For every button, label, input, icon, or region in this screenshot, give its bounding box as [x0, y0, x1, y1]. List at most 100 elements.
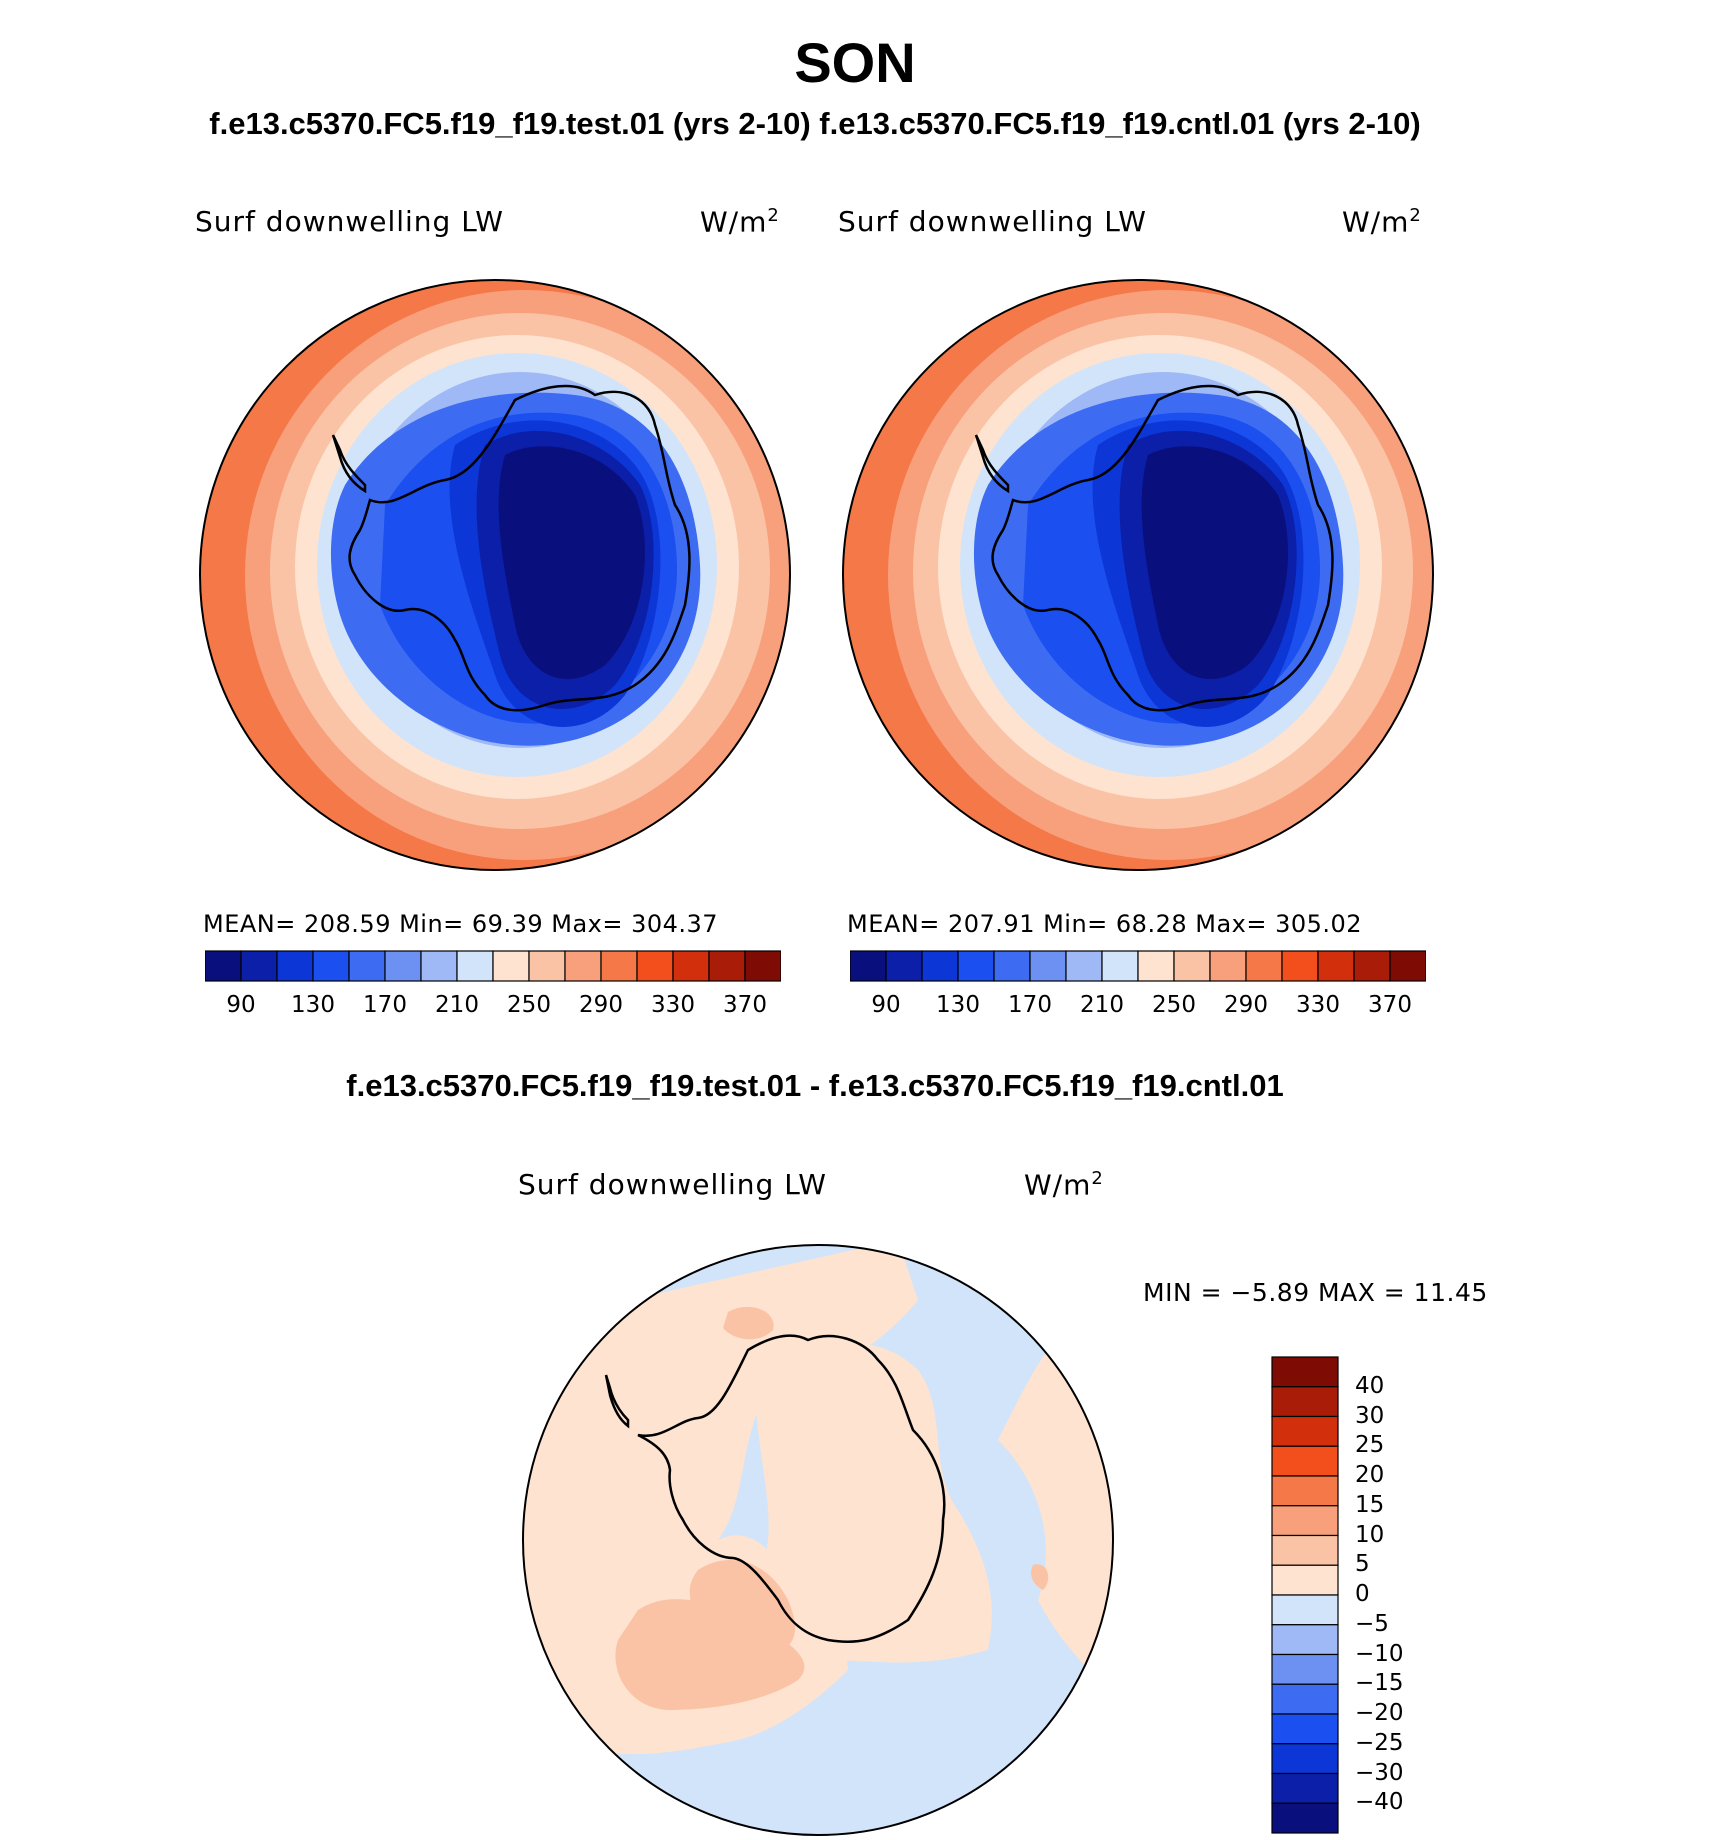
panel1-colorbar-tick: 170: [363, 992, 407, 1018]
panel2-field: [843, 280, 1433, 870]
panel1-colorbar-box: [348, 950, 386, 982]
difference-colorbar-box: [1271, 1594, 1339, 1626]
panel1-stats: MEAN= 208.59 Min= 69.39 Max= 304.37: [203, 910, 719, 938]
panel1-colorbar-box: [276, 950, 314, 982]
panel2-colorbar-box: [1209, 950, 1247, 982]
panel2-colorbar-box: [1137, 950, 1175, 982]
panel2-colorbar-box: [1101, 950, 1139, 982]
difference-colorbar-box: [1271, 1653, 1339, 1685]
panel2-colorbar-box: [1317, 950, 1355, 982]
difference-colorbar-box: [1271, 1802, 1339, 1834]
panel1-variable: Surf downwelling LW: [195, 205, 504, 238]
difference-colorbar-tick: 15: [1355, 1491, 1385, 1518]
panel1-colorbar-box: [528, 950, 566, 982]
difference-colorbar-box: [1271, 1505, 1339, 1537]
difference-colorbar-tick: 20: [1355, 1462, 1385, 1488]
difference-colorbar-ticks: 40 30 25 20 15 10 5 0 −5 −10 −15 −20 −25 −30 −40: [1355, 1355, 1475, 1835]
panel2-colorbar-box: [1245, 950, 1283, 982]
panel2-stats: MEAN= 207.91 Min= 68.28 Max= 305.02: [847, 910, 1363, 938]
panel2-colorbar: [850, 950, 1426, 982]
panel1-colorbar-box: [205, 950, 242, 982]
panel1-colorbar-box: [312, 950, 350, 982]
diff-min-max: MIN = −5.89 MAX = 11.45: [1143, 1278, 1488, 1307]
difference-field: [523, 1245, 1113, 1835]
difference-colorbar-box: [1271, 1356, 1339, 1388]
panel1-colorbar-tick: 90: [226, 992, 256, 1018]
panel1-colorbar-box: [600, 950, 638, 982]
difference-colorbar-tick: 0: [1355, 1581, 1370, 1607]
difference-colorbar-box: [1271, 1564, 1339, 1596]
difference-colorbar-box: [1271, 1683, 1339, 1715]
panel2-colorbar-tick: 370: [1368, 992, 1412, 1018]
panel1-units: W/m2: [700, 205, 780, 239]
panel2-colorbar-box: [1389, 950, 1426, 982]
diff-variable: Surf downwelling LW: [518, 1168, 827, 1201]
difference-colorbar-tick: 5: [1355, 1551, 1370, 1578]
panel2-colorbar-box: [885, 950, 923, 982]
panel2-colorbar-box: [993, 950, 1031, 982]
panel2-colorbar-tick: 90: [871, 992, 901, 1018]
difference-colorbar-tick: −30: [1355, 1759, 1404, 1786]
case-subtitle: f.e13.c5370.FC5.f19_f19.test.01 (yrs 2-1…: [209, 106, 1421, 141]
panel1-colorbar-box: [636, 950, 674, 982]
difference-colorbar-box: [1271, 1475, 1339, 1507]
panel2-colorbar-box: [921, 950, 959, 982]
difference-colorbar-tick: 40: [1355, 1372, 1385, 1399]
panel1-map: [199, 279, 791, 871]
difference-map: [522, 1244, 1114, 1836]
panel1-colorbar-box: [708, 950, 746, 982]
difference-colorbar-box: [1271, 1534, 1339, 1566]
difference-colorbar-box: [1271, 1624, 1339, 1656]
difference-colorbar-tick: −25: [1355, 1729, 1404, 1756]
difference-colorbar-tick: 30: [1355, 1402, 1385, 1429]
panel1-colorbar-box: [564, 950, 602, 982]
difference-colorbar-tick: −40: [1355, 1789, 1404, 1816]
difference-colorbar-box: [1271, 1772, 1339, 1804]
panel1-colorbar-tick: 130: [291, 992, 335, 1018]
difference-colorbar-box: [1271, 1713, 1339, 1745]
panel1-colorbar-box: [420, 950, 458, 982]
panel1-colorbar-ticks: 90 130 170 210 250 290 330 370: [205, 992, 781, 1022]
panel2-colorbar-box: [1065, 950, 1103, 982]
difference-colorbar-tick: −15: [1355, 1670, 1404, 1697]
difference-colorbar-tick: −5: [1355, 1610, 1389, 1637]
panel1-colorbar-box: [384, 950, 422, 982]
panel1-colorbar-box: [744, 950, 781, 982]
difference-colorbar-box: [1271, 1386, 1339, 1418]
panel1-colorbar: [205, 950, 781, 982]
panel2-colorbar-tick: 170: [1008, 992, 1052, 1018]
panel1-colorbar-tick: 250: [507, 992, 551, 1018]
panel1-colorbar-box: [492, 950, 530, 982]
panel1-colorbar-box: [456, 950, 494, 982]
difference-colorbar-box: [1271, 1415, 1339, 1447]
panel2-colorbar-box: [1353, 950, 1391, 982]
difference-colorbar-box: [1271, 1445, 1339, 1477]
panel2-variable: Surf downwelling LW: [838, 205, 1147, 238]
panel1-colorbar-box: [240, 950, 278, 982]
panel1-colorbar-box: [672, 950, 710, 982]
panel2-colorbar-box: [1281, 950, 1319, 982]
difference-colorbar-tick: 25: [1355, 1432, 1385, 1459]
panel2-colorbar-box: [1173, 950, 1211, 982]
panel2-colorbar-box: [1029, 950, 1067, 982]
difference-colorbar-tick: −10: [1355, 1640, 1404, 1667]
difference-colorbar-box: [1271, 1743, 1339, 1775]
diff-units: W/m2: [1024, 1168, 1104, 1202]
panel2-units: W/m2: [1342, 205, 1422, 239]
difference-colorbar: [1271, 1356, 1339, 1834]
panel2-colorbar-box: [957, 950, 995, 982]
panel1-colorbar-tick: 370: [723, 992, 767, 1018]
panel2-colorbar-tick: 290: [1224, 992, 1268, 1018]
difference-colorbar-tick: 10: [1355, 1521, 1385, 1548]
panel2-colorbar-ticks: 90 130 170 210 250 290 330 370: [850, 992, 1426, 1022]
difference-title: f.e13.c5370.FC5.f19_f19.test.01 - f.e13.…: [346, 1068, 1284, 1103]
panel2-colorbar-tick: 250: [1152, 992, 1196, 1018]
panel1-colorbar-tick: 290: [579, 992, 623, 1018]
panel1-field: [200, 280, 790, 870]
difference-colorbar-tick: −20: [1355, 1700, 1404, 1726]
figure-title: SON: [794, 31, 916, 94]
panel2-colorbar-tick: 210: [1080, 992, 1124, 1018]
panel2-colorbar-tick: 130: [936, 992, 980, 1018]
panel2-map: [842, 279, 1434, 871]
panel1-colorbar-tick: 330: [651, 992, 695, 1018]
